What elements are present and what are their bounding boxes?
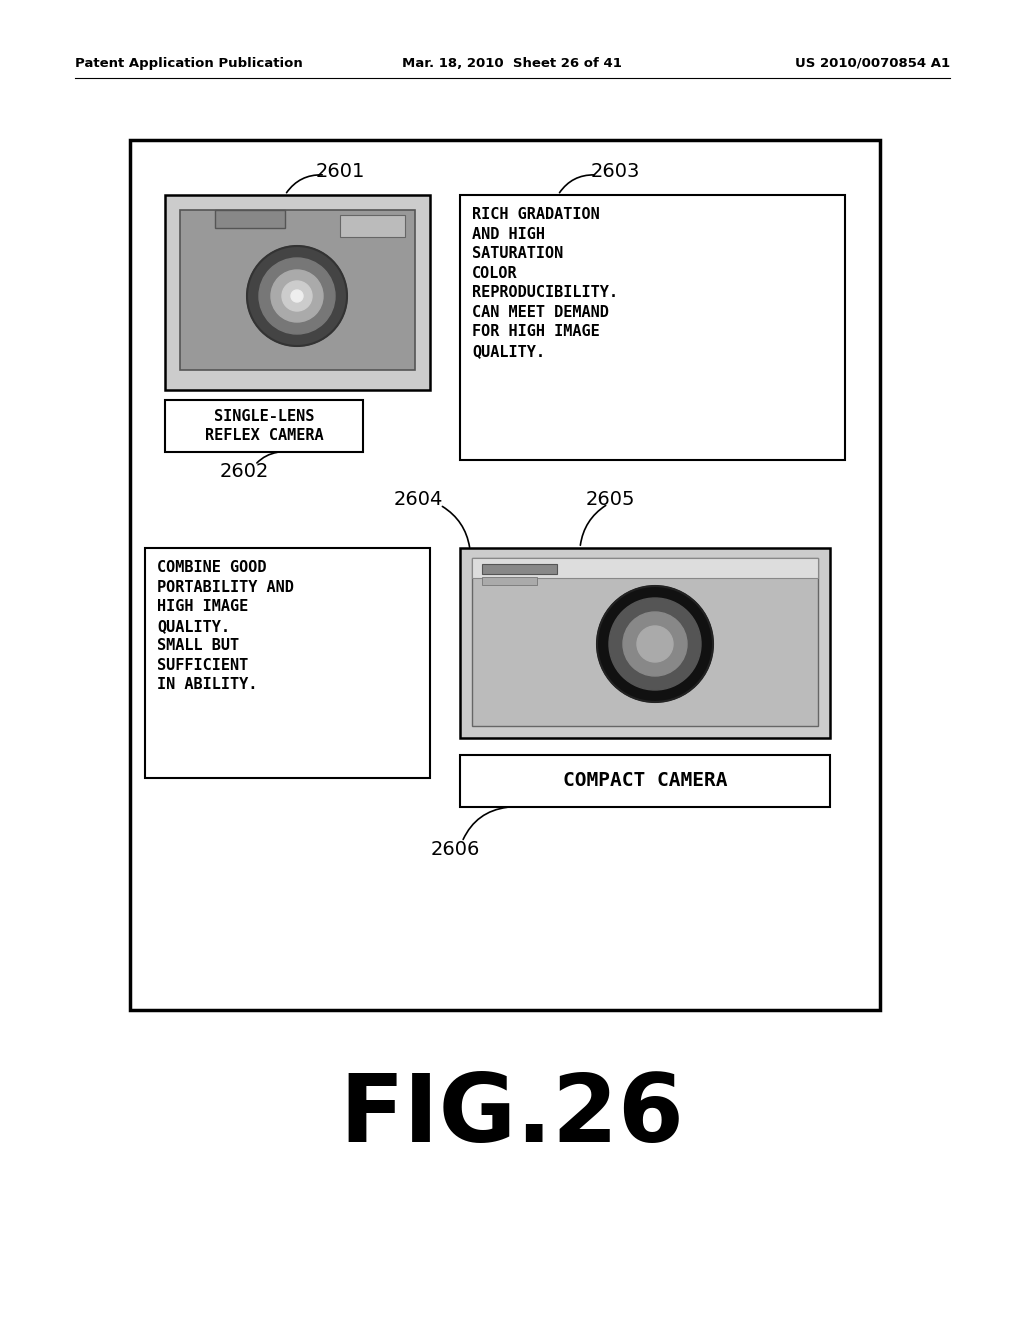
Circle shape	[282, 281, 312, 312]
Text: 2605: 2605	[586, 490, 635, 510]
Text: 2606: 2606	[430, 840, 479, 859]
Circle shape	[291, 290, 303, 302]
Bar	[165, 400, 362, 451]
Circle shape	[623, 612, 687, 676]
Circle shape	[637, 626, 673, 663]
Bar	[460, 548, 830, 738]
Bar	[460, 755, 830, 807]
Bar	[180, 210, 415, 370]
Text: COMPACT CAMERA: COMPACT CAMERA	[563, 771, 727, 791]
Bar	[165, 195, 430, 389]
Bar	[482, 577, 537, 585]
Text: US 2010/0070854 A1: US 2010/0070854 A1	[795, 57, 950, 70]
Bar	[130, 140, 880, 1010]
Bar	[460, 195, 845, 459]
Text: RICH GRADATION
AND HIGH
SATURATION
COLOR
REPRODUCIBILITY.
CAN MEET DEMAND
FOR HI: RICH GRADATION AND HIGH SATURATION COLOR…	[472, 207, 618, 359]
Text: SINGLE-LENS
REFLEX CAMERA: SINGLE-LENS REFLEX CAMERA	[205, 409, 324, 444]
Bar	[482, 564, 557, 574]
Circle shape	[609, 598, 701, 690]
Circle shape	[597, 586, 713, 702]
Text: 2601: 2601	[315, 162, 365, 181]
Bar	[145, 548, 430, 777]
Text: FIG.26: FIG.26	[340, 1071, 684, 1162]
Bar	[215, 210, 285, 228]
Text: 2603: 2603	[590, 162, 640, 181]
Text: COMBINE GOOD
PORTABILITY AND
HIGH IMAGE
QUALITY.
SMALL BUT
SUFFICIENT
IN ABILITY: COMBINE GOOD PORTABILITY AND HIGH IMAGE …	[157, 560, 294, 693]
Bar	[340, 215, 406, 238]
Bar	[472, 558, 818, 578]
Circle shape	[271, 271, 323, 322]
Text: Patent Application Publication: Patent Application Publication	[75, 57, 303, 70]
Text: 2602: 2602	[220, 462, 269, 480]
Circle shape	[259, 257, 335, 334]
Text: 2604: 2604	[393, 490, 442, 510]
Bar	[472, 558, 818, 726]
Circle shape	[247, 246, 347, 346]
Text: Mar. 18, 2010  Sheet 26 of 41: Mar. 18, 2010 Sheet 26 of 41	[402, 57, 622, 70]
